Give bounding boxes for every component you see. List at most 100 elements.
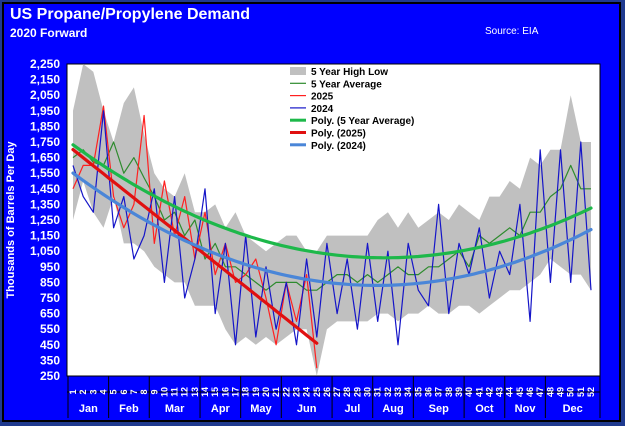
chart-subtitle: 2020 Forward: [10, 26, 88, 40]
y-tick-label: 1,050: [30, 244, 60, 258]
y-tick-label: 1,350: [30, 197, 60, 211]
x-week-label: 9: [149, 389, 159, 394]
legend-label: 5 Year High Low: [311, 67, 388, 78]
x-week-label: 15: [210, 387, 220, 397]
high-low-band: [73, 64, 591, 376]
x-week-label: 42: [484, 387, 494, 397]
x-month-label: Sep: [429, 403, 449, 415]
legend-label: 2024: [311, 104, 334, 115]
x-week-label: 16: [220, 387, 230, 397]
x-week-label: 33: [393, 387, 403, 397]
trendline: [71, 143, 593, 260]
y-tick-label: 450: [40, 338, 60, 352]
chart-title: US Propane/Propylene Demand: [10, 6, 251, 23]
y-tick-label: 950: [40, 260, 60, 274]
x-week-label: 29: [352, 387, 362, 397]
x-week-label: 35: [413, 387, 423, 397]
x-week-label: 5: [109, 389, 119, 394]
band-area: [73, 64, 591, 376]
x-week-label: 3: [88, 389, 98, 394]
x-week-label: 12: [180, 387, 190, 397]
x-week-label: 51: [576, 387, 586, 397]
x-week-label: 44: [505, 387, 515, 397]
x-week-label: 45: [515, 387, 525, 397]
x-month-label: Nov: [515, 403, 537, 415]
x-week-label: 36: [423, 387, 433, 397]
y-tick-label: 1,850: [30, 119, 60, 133]
x-week-label: 14: [200, 387, 210, 397]
x-month-label: Jan: [79, 403, 98, 415]
x-week-label: 17: [231, 387, 241, 397]
trendlines: [71, 143, 593, 345]
x-week-label: 46: [525, 387, 535, 397]
x-month-label: Feb: [119, 403, 139, 415]
x-week-label: 10: [159, 387, 169, 397]
chart-source: Source: EIA: [485, 26, 539, 37]
x-month-label: Apr: [211, 403, 231, 415]
x-week-label: 7: [129, 389, 139, 394]
x-month-label: Jul: [344, 403, 360, 415]
legend-label: Poly. (2024): [311, 141, 366, 152]
y-tick-label: 1,450: [30, 182, 60, 196]
x-week-label: 11: [170, 387, 180, 397]
legend-swatch: [290, 67, 306, 75]
x-month-label: Dec: [563, 403, 583, 415]
y-tick-label: 1,650: [30, 151, 60, 165]
x-week-label: 47: [535, 387, 545, 397]
x-week-label: 1: [68, 389, 78, 394]
x-week-label: 25: [312, 387, 322, 397]
x-week-label: 22: [281, 387, 291, 397]
y-tick-label: 550: [40, 322, 60, 336]
x-week-label: 41: [474, 387, 484, 397]
x-week-label: 4: [98, 389, 108, 394]
legend-label: Poly. (2025): [311, 129, 366, 140]
x-week-label: 50: [566, 387, 576, 397]
x-week-label: 32: [383, 387, 393, 397]
y-tick-label: 2,050: [30, 88, 60, 102]
x-week-label: 23: [291, 387, 301, 397]
x-week-label: 26: [322, 387, 332, 397]
y-tick-label: 1,250: [30, 213, 60, 227]
x-month-label: Jun: [297, 403, 317, 415]
x-week-label: 40: [464, 387, 474, 397]
y-tick-label: 1,550: [30, 166, 60, 180]
x-week-label: 24: [302, 387, 312, 397]
x-week-label: 20: [261, 387, 271, 397]
x-week-label: 13: [190, 387, 200, 397]
x-week-label: 39: [454, 387, 464, 397]
x-week-label: 38: [444, 387, 454, 397]
x-week-label: 28: [342, 387, 352, 397]
x-week-label: 27: [332, 387, 342, 397]
y-axis-label: Thousands of Barrels Per Day: [5, 141, 17, 299]
x-week-label: 43: [495, 387, 505, 397]
x-month-label: May: [250, 403, 272, 415]
y-tick-label: 750: [40, 291, 60, 305]
legend-label: Poly. (5 Year Average): [311, 116, 414, 127]
y-tick-label: 650: [40, 307, 60, 321]
y-tick-label: 2,250: [30, 57, 60, 71]
x-month-label: Oct: [475, 403, 494, 415]
x-month-label: Aug: [382, 403, 403, 415]
x-week-label: 8: [139, 389, 149, 394]
x-week-label: 6: [119, 389, 129, 394]
y-tick-label: 1,950: [30, 104, 60, 118]
x-week-label: 18: [241, 387, 251, 397]
x-month-label: Mar: [165, 403, 185, 415]
x-week-label: 52: [586, 387, 596, 397]
y-tick-label: 850: [40, 275, 60, 289]
x-week-label: 37: [434, 387, 444, 397]
y-tick-label: 1,150: [30, 229, 60, 243]
y-tick-label: 1,750: [30, 135, 60, 149]
x-week-label: 21: [271, 387, 281, 397]
y-tick-label: 2,150: [30, 73, 60, 87]
series-line-2024: [72, 110, 592, 346]
trendline: [71, 171, 593, 287]
y-tick-label: 250: [40, 369, 60, 383]
legend-label: 5 Year Average: [311, 79, 382, 90]
x-week-label: 34: [403, 387, 413, 397]
x-week-label: 2: [78, 389, 88, 394]
x-week-label: 19: [251, 387, 261, 397]
